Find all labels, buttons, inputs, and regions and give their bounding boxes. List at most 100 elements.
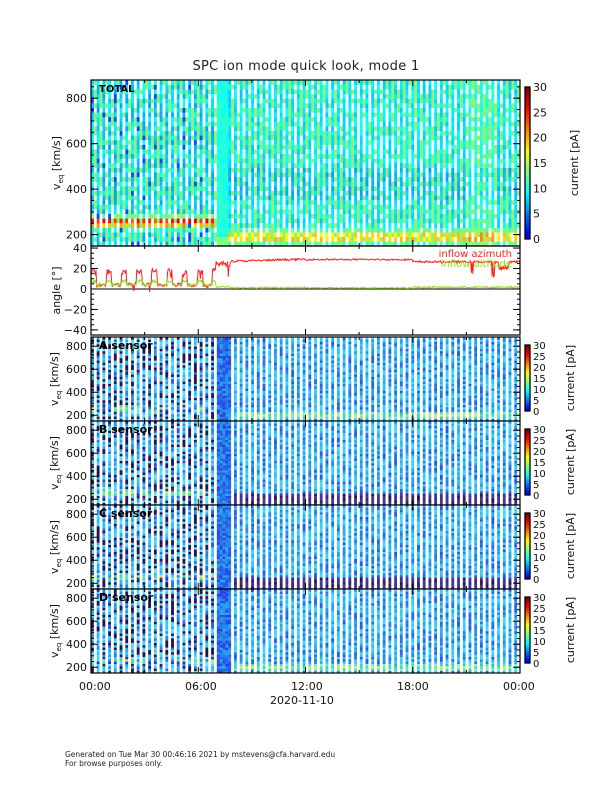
colorbar-label: current [pA] <box>564 513 577 579</box>
colorbar-label: current [pA] <box>564 429 577 495</box>
colorbar-tick-label: 30 <box>533 593 546 604</box>
y-axis-label: veq [km/s] <box>48 436 63 490</box>
colorbar-tick-label: 10 <box>533 553 546 564</box>
x-tick-0: 00:00 <box>79 680 111 693</box>
heatmap-a-sensor <box>90 336 521 422</box>
x-tick-3: 18:00 <box>397 680 429 693</box>
y-tick-label: 200 <box>66 229 87 242</box>
colorbar-frame <box>524 428 531 496</box>
colorbar-tick-label: 15 <box>533 374 546 385</box>
y-tick-label: 20 <box>73 263 87 276</box>
y-tick-label: 600 <box>66 615 87 628</box>
colorbar-tick-label: 30 <box>533 341 546 352</box>
colorbar-tick-label: 20 <box>533 363 546 374</box>
y-tick-label: 400 <box>66 554 87 567</box>
y-tick-label: 600 <box>66 531 87 544</box>
y-tick-label: 400 <box>66 183 87 196</box>
y-tick-label: 800 <box>66 340 87 353</box>
colorbar-tick-label: 5 <box>533 480 539 491</box>
panel-label-b-sensor: B sensor <box>99 423 153 436</box>
colorbar-tick-label: 25 <box>533 520 546 531</box>
heatmap-d-sensor <box>90 588 521 674</box>
colorbar-tick-label: 10 <box>533 469 546 480</box>
y-tick-label: −40 <box>64 324 87 337</box>
heatmap-total <box>90 79 521 247</box>
y-tick-label: 800 <box>66 92 87 105</box>
colorbar-label: current [pA] <box>568 130 581 196</box>
colorbar-frame <box>524 86 531 240</box>
colorbar-tick-label: 25 <box>533 352 546 363</box>
series-inflow-altitude <box>90 278 521 290</box>
colorbar <box>524 344 531 412</box>
y-tick-label: 400 <box>66 386 87 399</box>
y-tick-label: 800 <box>66 592 87 605</box>
heatmap-b-sensor <box>90 420 521 506</box>
y-tick-label: 600 <box>66 447 87 460</box>
colorbar-label: current [pA] <box>564 345 577 411</box>
y-tick-label: −20 <box>64 303 87 316</box>
colorbar-tick-label: 10 <box>533 637 546 648</box>
colorbar-frame <box>524 596 531 664</box>
colorbar-tick-label: 20 <box>533 132 547 145</box>
colorbar-tick-label: 30 <box>533 425 546 436</box>
y-tick-label: 0 <box>80 283 87 296</box>
panel-label-c-sensor: C sensor <box>99 507 153 520</box>
footer-browse: For browse purposes only. <box>65 759 162 768</box>
legend-inflow-altitude: inflow altitude <box>441 259 512 270</box>
colorbar-tick-label: 25 <box>533 106 547 119</box>
x-tick-4: 00:00 <box>503 680 535 693</box>
colorbar-tick-label: 30 <box>533 81 547 94</box>
y-tick-label: 400 <box>66 470 87 483</box>
x-date-label: 2020-11-10 <box>270 694 334 707</box>
colorbar-frame <box>524 512 531 580</box>
y-tick-label: 800 <box>66 424 87 437</box>
y-axis-label: veq [km/s] <box>48 352 63 406</box>
colorbar-tick-label: 20 <box>533 531 546 542</box>
colorbar-tick-label: 0 <box>533 659 539 670</box>
colorbar-tick-label: 5 <box>533 648 539 659</box>
page-title: SPC ion mode quick look, mode 1 <box>0 59 612 74</box>
colorbar-tick-label: 10 <box>533 385 546 396</box>
series-inflow-azimuth <box>90 257 521 292</box>
colorbar-tick-label: 15 <box>533 458 546 469</box>
footer-generated: Generated on Tue Mar 30 00:46:16 2021 by… <box>65 750 335 759</box>
colorbar-label: current [pA] <box>564 597 577 663</box>
colorbar <box>524 512 531 580</box>
y-tick-label: 40 <box>73 242 87 255</box>
y-tick-label: 600 <box>66 363 87 376</box>
panel-label-a-sensor: A sensor <box>99 339 153 352</box>
colorbar-tick-label: 20 <box>533 447 546 458</box>
colorbar-tick-label: 20 <box>533 615 546 626</box>
y-axis-label: angle [°] <box>50 266 63 314</box>
y-axis-label: veq [km/s] <box>48 604 63 658</box>
colorbar-tick-label: 0 <box>533 407 539 418</box>
colorbar-tick-label: 15 <box>533 157 547 170</box>
y-axis-label: veq [km/s] <box>48 520 63 574</box>
colorbar-tick-label: 15 <box>533 626 546 637</box>
colorbar-tick-label: 10 <box>533 182 547 195</box>
y-tick-label: 200 <box>66 493 87 506</box>
legend-inflow-azimuth: inflow azimuth <box>439 249 512 260</box>
x-tick-2: 12:00 <box>291 680 323 693</box>
heatmap-c-sensor <box>90 504 521 590</box>
colorbar-tick-label: 25 <box>533 436 546 447</box>
y-tick-label: 200 <box>66 577 87 590</box>
y-tick-label: 800 <box>66 508 87 521</box>
colorbar-tick-label: 0 <box>533 491 539 502</box>
colorbar-frame <box>524 344 531 412</box>
panel-label-total: TOTAL <box>99 84 135 95</box>
colorbar-tick-label: 15 <box>533 542 546 553</box>
colorbar-tick-label: 25 <box>533 604 546 615</box>
colorbar <box>524 86 531 240</box>
panel-label-d-sensor: D sensor <box>99 591 154 604</box>
colorbar <box>524 428 531 496</box>
y-tick-label: 600 <box>66 138 87 151</box>
y-tick-label: 200 <box>66 661 87 674</box>
colorbar-tick-label: 30 <box>533 509 546 520</box>
colorbar-tick-label: 0 <box>533 575 539 586</box>
colorbar-tick-label: 5 <box>533 208 540 221</box>
colorbar-tick-label: 5 <box>533 396 539 407</box>
colorbar-tick-label: 5 <box>533 564 539 575</box>
y-tick-label: 400 <box>66 638 87 651</box>
